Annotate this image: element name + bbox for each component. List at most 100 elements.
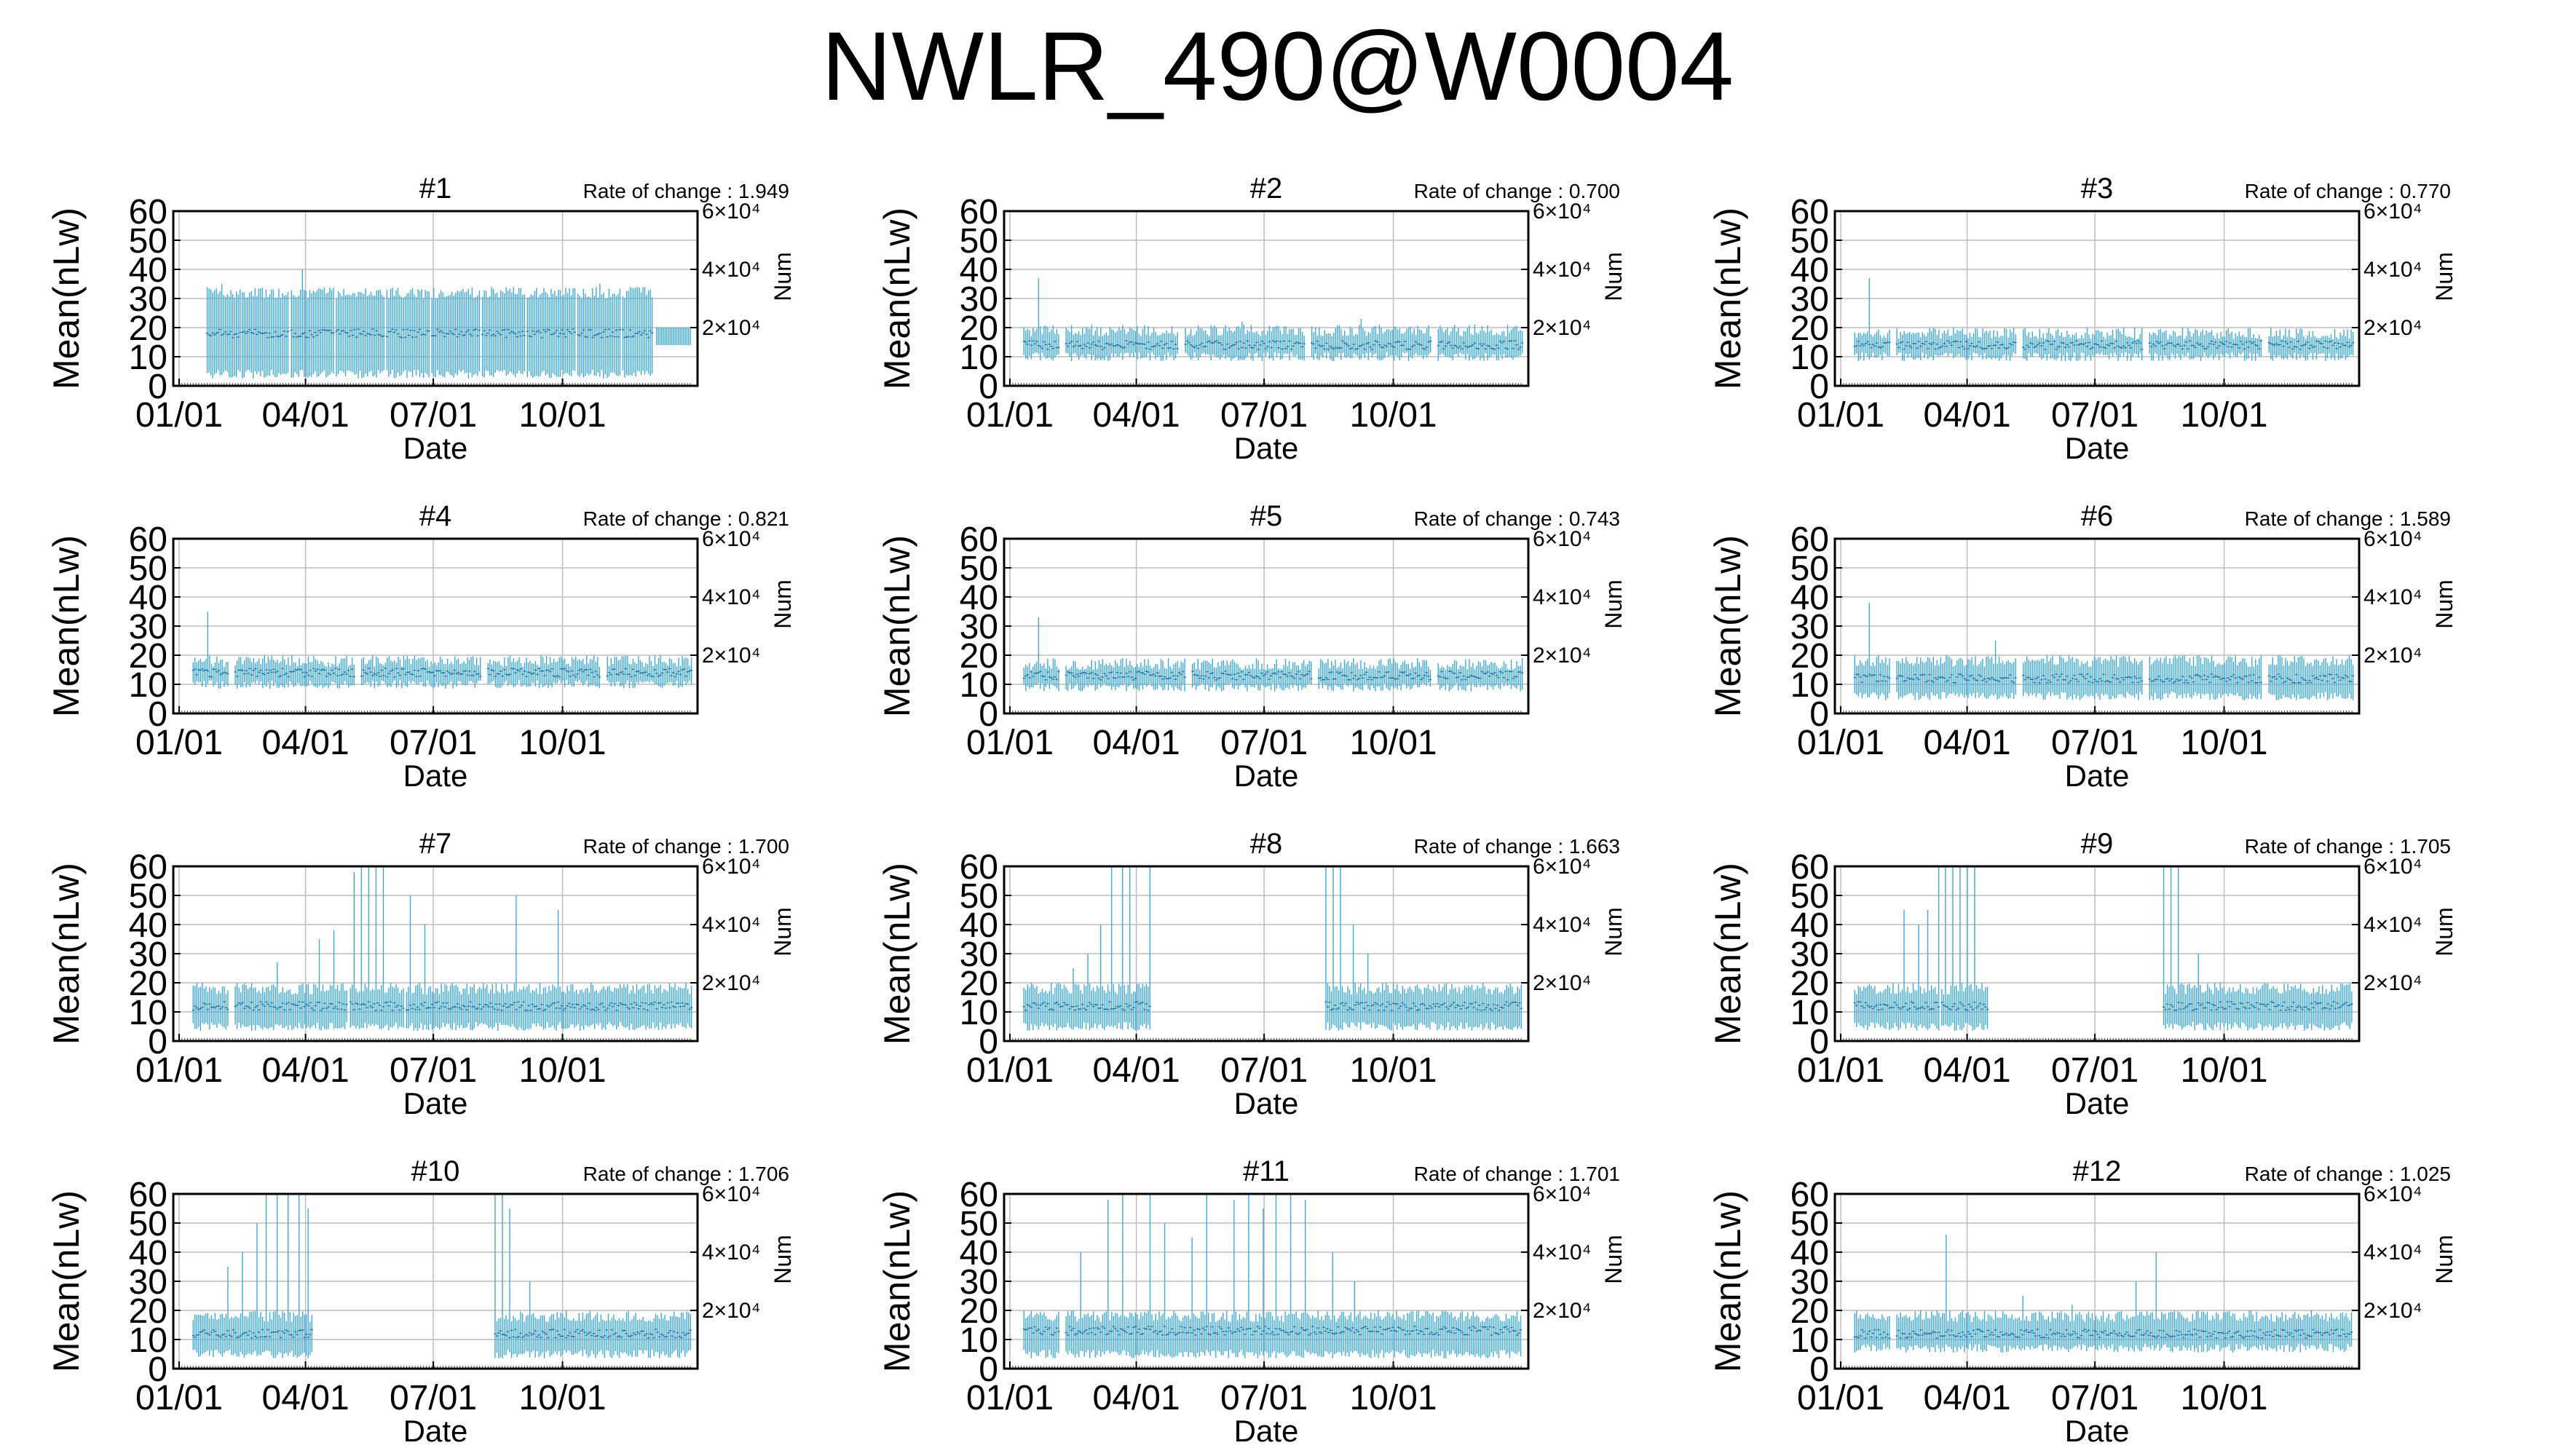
y-axis-label: Mean(nLw) [877, 535, 917, 717]
y-tick-label: 10 [129, 339, 167, 377]
y-axis-label: Mean(nLw) [46, 535, 87, 717]
rate-of-change-label: Rate of change : 1.589 [2245, 507, 2451, 530]
y-tick-label: 10 [960, 339, 998, 377]
data-series [191, 612, 693, 689]
y-axis-label: Mean(nLw) [1707, 535, 1748, 717]
x-tick-label: 04/01 [262, 396, 350, 435]
y-tick-label: 10 [960, 666, 998, 705]
y-tick-label: 50 [129, 550, 167, 588]
y2-tick-label: 4×10⁴ [2364, 258, 2422, 282]
y-tick-label: 60 [960, 521, 998, 559]
y-tick-label: 50 [1790, 550, 1829, 588]
y-tick-label: 30 [1790, 608, 1829, 646]
x-tick-label: 04/01 [262, 724, 350, 762]
y2-tick-label: 6×10⁴ [1533, 199, 1591, 223]
rate-of-change-label: Rate of change : 0.821 [583, 507, 789, 530]
x-tick-label: 10/01 [518, 724, 606, 762]
y2-tick-label: 2×10⁴ [1533, 644, 1591, 668]
y-axis-label: Mean(nLw) [46, 207, 87, 389]
y-tick-label: 50 [960, 550, 998, 588]
y-tick-label: 40 [129, 579, 167, 617]
y-axis-label: Mean(nLw) [1707, 207, 1748, 389]
y2-tick-label: 6×10⁴ [2364, 199, 2422, 223]
y-tick-label: 60 [960, 193, 998, 232]
data-series [1022, 278, 1524, 361]
y-tick-label: 50 [960, 222, 998, 261]
x-tick-label: 10/01 [2180, 724, 2267, 762]
y-tick-label: 20 [960, 309, 998, 348]
data-series [1022, 617, 1524, 692]
x-axis-label: Date [1234, 431, 1299, 465]
y2-axis-label: Num [1600, 579, 1627, 629]
data-series [1853, 278, 2355, 361]
y-tick-label: 20 [1790, 637, 1829, 676]
y-tick-label: 60 [129, 521, 167, 559]
y-tick-label: 0 [1809, 368, 1829, 406]
y2-tick-label: 2×10⁴ [1533, 316, 1591, 340]
y-tick-label: 30 [960, 280, 998, 319]
y2-tick-label: 4×10⁴ [1533, 585, 1591, 609]
x-tick-label: 10/01 [518, 396, 606, 435]
x-tick-label: 01/01 [966, 396, 1054, 435]
subplot-title: #3 [2081, 173, 2114, 205]
x-tick-label: 07/01 [2051, 396, 2139, 435]
rate-of-change-label: Rate of change : 0.770 [2245, 180, 2451, 202]
subplot-title: #1 [419, 173, 452, 205]
y-tick-label: 60 [1790, 521, 1829, 559]
y-tick-label: 0 [148, 695, 167, 734]
x-tick-label: 07/01 [390, 724, 477, 762]
x-axis-label: Date [2065, 759, 2130, 793]
y-tick-label: 40 [1790, 579, 1829, 617]
x-tick-label: 01/01 [1797, 724, 1884, 762]
subplot-title: #2 [1250, 173, 1283, 205]
y2-tick-label: 2×10⁴ [2364, 316, 2422, 340]
x-tick-label: 01/01 [135, 724, 223, 762]
subplot-title: #5 [1250, 500, 1283, 532]
x-tick-label: 10/01 [2180, 396, 2267, 435]
y-tick-label: 20 [129, 309, 167, 348]
rate-of-change-label: Rate of change : 0.700 [1414, 180, 1620, 202]
y-tick-label: 0 [979, 695, 998, 734]
y-tick-label: 40 [1790, 251, 1829, 290]
y-tick-label: 20 [960, 637, 998, 676]
y2-tick-label: 6×10⁴ [1533, 527, 1591, 551]
y-tick-label: 30 [1790, 280, 1829, 319]
y-tick-label: 40 [960, 579, 998, 617]
y-tick-label: 0 [979, 368, 998, 406]
x-tick-label: 04/01 [1924, 724, 2011, 762]
x-tick-label: 07/01 [1220, 724, 1308, 762]
data-series [206, 269, 691, 379]
y-tick-label: 0 [148, 368, 167, 406]
y-tick-label: 10 [1790, 666, 1829, 705]
y2-axis-label: Num [2431, 252, 2457, 301]
y2-tick-label: 6×10⁴ [702, 199, 760, 223]
y-tick-label: 30 [129, 608, 167, 646]
data-series [1853, 603, 2355, 700]
y2-tick-label: 4×10⁴ [2364, 585, 2422, 609]
page-title: NWLR_490@W0004 [821, 12, 1734, 121]
y-tick-label: 0 [1809, 695, 1829, 734]
x-tick-label: 04/01 [1093, 724, 1180, 762]
subplot-title: #4 [419, 500, 452, 532]
x-tick-label: 10/01 [1349, 396, 1437, 435]
rate-of-change-label: Rate of change : 0.743 [1414, 507, 1620, 530]
y2-tick-label: 4×10⁴ [702, 585, 760, 609]
y-tick-label: 60 [129, 193, 167, 232]
y-tick-label: 10 [1790, 339, 1829, 377]
x-tick-label: 07/01 [2051, 724, 2139, 762]
data-series [191, 866, 693, 1031]
x-tick-label: 07/01 [1220, 396, 1308, 435]
y-tick-label: 50 [1790, 222, 1829, 261]
y2-tick-label: 4×10⁴ [1533, 258, 1591, 282]
y-tick-label: 30 [129, 280, 167, 319]
y-tick-label: 30 [960, 608, 998, 646]
x-axis-label: Date [403, 759, 468, 793]
y-tick-label: 60 [1790, 193, 1829, 232]
